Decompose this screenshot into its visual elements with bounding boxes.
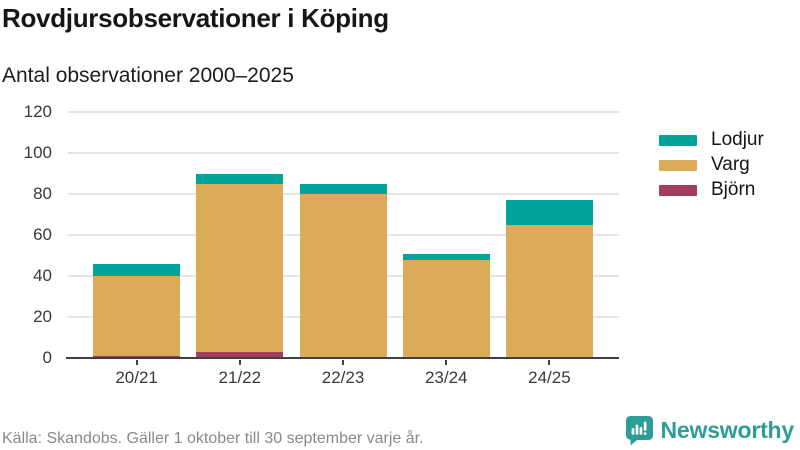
chart-title: Rovdjursobservationer i Köping: [2, 3, 389, 33]
bar-segment-lodjur: [299, 184, 387, 194]
x-axis-tick-label: 22/23: [321, 368, 365, 387]
legend-label: Lodjur: [711, 129, 764, 150]
newsworthy-speech-bubble-bar-chart-icon: [625, 416, 653, 446]
legend-label: Varg: [711, 154, 750, 175]
x-axis-tick-label: 21/22: [218, 368, 262, 387]
gridline: [68, 111, 619, 113]
source-note: Källa: Skandobs. Gäller 1 oktober till 3…: [2, 430, 424, 447]
x-axis-category: 21/22: [188, 360, 291, 388]
stacked-bar: [93, 264, 181, 358]
plot-area: [66, 111, 619, 359]
newsworthy-logo: Newsworthy: [625, 415, 794, 446]
legend-label: Björn: [711, 179, 756, 200]
bar-segment-varg: [196, 184, 284, 352]
x-axis-tick: [238, 360, 241, 365]
stacked-bar: [299, 184, 387, 358]
bar-segment-björn: [196, 352, 284, 358]
y-axis-tick-label: 60: [33, 225, 52, 244]
x-axis-tick-label: 20/21: [115, 368, 158, 387]
x-axis: 20/21 21/22 22/23 23/24 24/25: [66, 360, 619, 388]
x-axis-line: [66, 357, 619, 359]
legend-item: Lodjur: [659, 129, 764, 151]
x-axis-tick: [548, 360, 551, 365]
bar-column: [291, 112, 394, 358]
y-axis-tick-label: 100: [23, 143, 52, 162]
bar-column: [498, 112, 601, 358]
bar-segment-lodjur: [196, 174, 284, 184]
y-axis-tick-label: 0: [42, 348, 52, 367]
bar-column: [85, 112, 188, 358]
bars-layer: [66, 112, 619, 358]
bar-segment-lodjur: [93, 264, 181, 276]
bar-segment-varg: [505, 225, 593, 358]
x-axis-category: 22/23: [291, 360, 394, 388]
gridline: [68, 152, 619, 154]
newsworthy-wordmark: Newsworthy: [660, 417, 795, 443]
legend-swatch: [659, 134, 697, 146]
y-axis-tick-label: 120: [23, 102, 52, 121]
bar-segment-lodjur: [505, 200, 593, 225]
y-axis-tick-label: 20: [33, 307, 52, 326]
x-axis-tick: [342, 360, 344, 365]
bar-segment-lodjur: [402, 254, 490, 260]
x-axis-tick-label: 23/24: [424, 368, 468, 387]
x-axis-category: 24/25: [498, 360, 601, 388]
y-axis-tick-label: 40: [33, 266, 52, 285]
bar-column: [395, 112, 498, 358]
legend-swatch: [659, 184, 697, 196]
legend-item: Björn: [659, 179, 764, 201]
x-axis-category: 23/24: [395, 360, 498, 388]
bar-segment-varg: [402, 260, 490, 358]
x-axis-tick-label: 24/25: [528, 368, 571, 387]
bar-column: [188, 112, 291, 358]
legend-item: Varg: [659, 154, 764, 176]
x-axis-tick: [445, 360, 448, 365]
chart-subtitle: Antal observationer 2000–2025: [2, 64, 294, 87]
stacked-bar: [196, 174, 284, 358]
legend-swatch: [659, 159, 697, 171]
bar-segment-varg: [93, 276, 181, 356]
stacked-bar: [505, 200, 593, 358]
chart-legend: Lodjur Varg Björn: [659, 129, 764, 201]
x-axis-category: 20/21: [85, 360, 188, 388]
x-axis-tick: [135, 360, 138, 365]
stacked-bar: [402, 254, 490, 358]
bar-segment-varg: [299, 194, 387, 358]
y-axis-tick-label: 80: [33, 184, 52, 203]
